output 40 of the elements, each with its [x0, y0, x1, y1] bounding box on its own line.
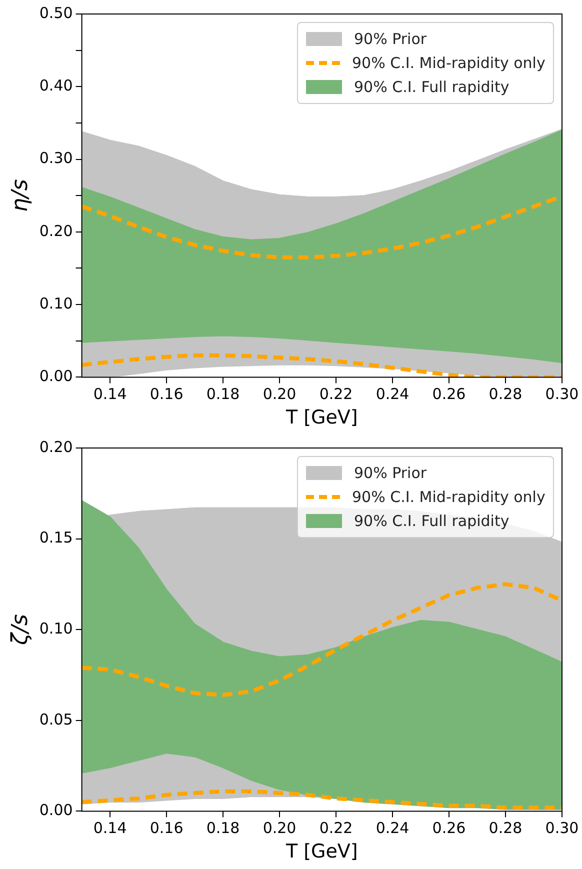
x-tick-label: 0.30 [545, 385, 579, 404]
x-tick-label: 0.22 [319, 385, 353, 404]
x-axis-title: T [GeV] [284, 840, 358, 863]
x-tick-label: 0.18 [206, 819, 240, 838]
x-tick-label: 0.16 [150, 819, 184, 838]
x-tick-label: 0.18 [206, 385, 240, 404]
x-tick-label: 0.30 [545, 819, 579, 838]
y-tick-label: 0.10 [39, 619, 73, 638]
x-tick-label: 0.28 [488, 819, 522, 838]
y-tick-label: 0.05 [39, 710, 73, 728]
line-series [82, 194, 562, 260]
y-tick-label: 0.00 [39, 801, 73, 820]
y-tick-label: 0.15 [39, 528, 73, 547]
x-tick-label: 0.14 [93, 819, 127, 838]
x-tick-label: 0.26 [432, 385, 466, 404]
x-tick-label: 0.28 [488, 385, 522, 404]
x-tick-label: 0.24 [376, 819, 410, 838]
legend-label: 90% Prior [354, 30, 427, 48]
y-tick-label: 0.20 [39, 438, 73, 456]
x-tick-label: 0.26 [432, 819, 466, 838]
x-tick-label: 0.20 [262, 819, 296, 838]
legend-label: 90% C.I. Full rapidity [354, 78, 510, 96]
y-tick-label: 0.50 [39, 4, 73, 22]
y-tick-label: 0.10 [39, 294, 73, 312]
legend-label: 90% Prior [354, 464, 427, 482]
x-tick-label: 0.24 [376, 385, 410, 404]
y-axis-title: η/s [8, 179, 33, 212]
x-axis-title: T [GeV] [284, 406, 358, 429]
y-tick-label: 0.30 [39, 149, 73, 168]
x-tick-label: 0.16 [150, 385, 184, 404]
legend-label: 90% C.I. Mid-rapidity only [352, 488, 546, 506]
x-tick-label: 0.14 [93, 385, 127, 404]
y-axis-title: ζ/s [8, 614, 33, 646]
legend-label: 90% C.I. Full rapidity [354, 512, 510, 530]
x-tick-label: 0.20 [262, 385, 296, 404]
y-tick-label: 0.40 [39, 76, 73, 95]
legend-label: 90% C.I. Mid-rapidity only [352, 54, 546, 72]
x-tick-label: 0.22 [319, 819, 353, 838]
y-tick-label: 0.20 [39, 222, 73, 240]
y-tick-label: 0.00 [39, 367, 73, 386]
